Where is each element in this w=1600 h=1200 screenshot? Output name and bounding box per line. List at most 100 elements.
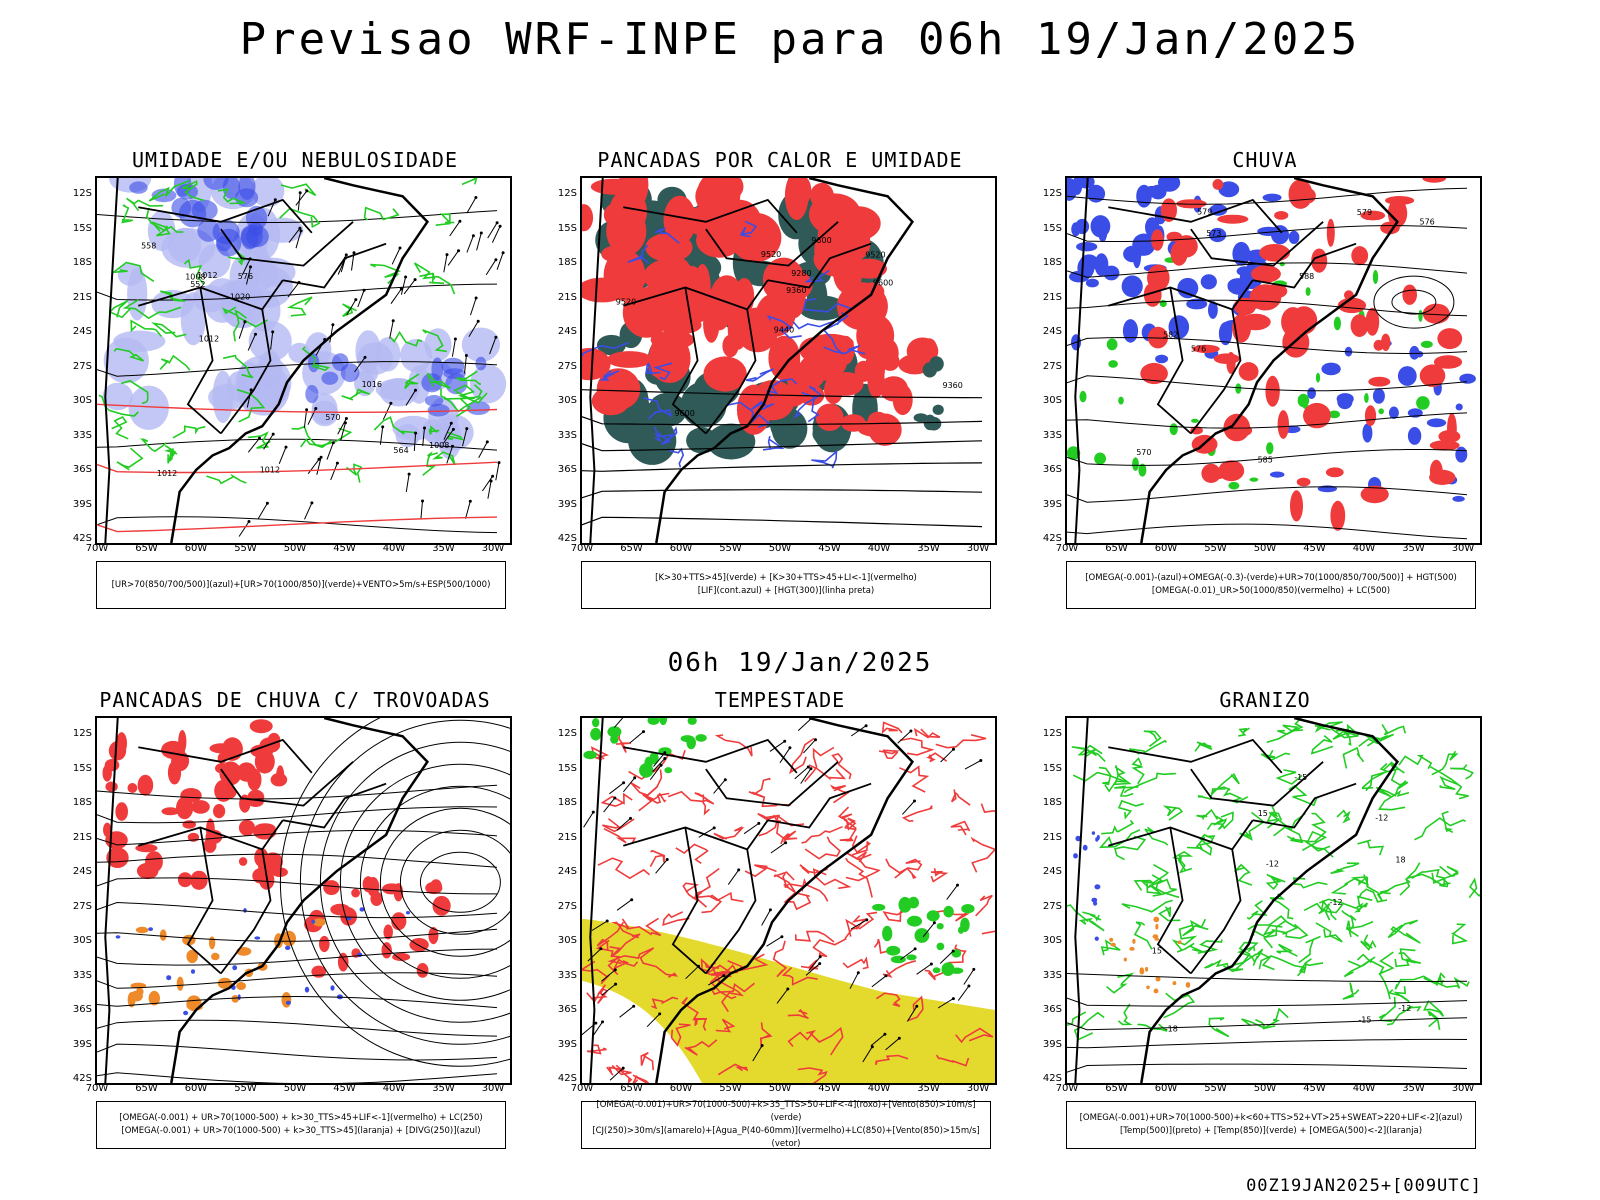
wind-vector bbox=[449, 220, 461, 237]
map-pancadas[interactable]: 9600 9600 9520 9520 9440 9360 9280 9360 9600 9520 bbox=[580, 176, 997, 545]
field-blob bbox=[1259, 244, 1290, 262]
latitude-tick-label: 15S bbox=[72, 762, 92, 774]
legend-line-1: [K>30+TTS>45](verde) + [K>30+TTS>45+LI<-… bbox=[655, 573, 917, 583]
contour-line bbox=[456, 370, 481, 385]
wind-vector-head bbox=[414, 431, 418, 435]
latitude-axis: 12S 15S 18S 21S 24S 27S 30S 33S 36S 39S 42S bbox=[60, 716, 94, 1086]
map-chuva[interactable]: 588 585 582 579 576 573 570 579 576 bbox=[1065, 176, 1482, 545]
longitude-tick-label: 40W bbox=[867, 543, 891, 554]
legend-line-1: [UR>70(850/700/500)](azul)+[UR>70(1000/8… bbox=[111, 579, 491, 590]
wind-vector bbox=[616, 818, 631, 831]
field-blob bbox=[1098, 222, 1108, 243]
longitude-tick-label: 55W bbox=[719, 543, 742, 554]
wind-vector-head bbox=[389, 401, 393, 405]
wind-vector-head bbox=[663, 751, 667, 755]
field-blob bbox=[886, 945, 901, 956]
contour-line bbox=[684, 1039, 718, 1056]
wind-vector bbox=[964, 760, 982, 770]
field-blob bbox=[922, 362, 937, 378]
contour-line bbox=[222, 306, 240, 342]
country-border bbox=[1108, 738, 1283, 774]
field-blob bbox=[1233, 297, 1257, 316]
panel-title: PANCADAS POR CALOR E UMIDADE bbox=[597, 148, 963, 172]
contour-line bbox=[1222, 787, 1249, 804]
field-blob bbox=[1288, 230, 1300, 244]
wind-vector-head bbox=[331, 441, 335, 445]
wind-vector bbox=[330, 462, 338, 481]
contour-line bbox=[217, 188, 245, 205]
country-border bbox=[220, 761, 354, 807]
field-blob bbox=[203, 178, 229, 190]
wind-vector bbox=[770, 842, 786, 854]
contour-line bbox=[164, 444, 178, 461]
wind-vector bbox=[451, 338, 456, 357]
map-tempestade[interactable] bbox=[580, 716, 997, 1085]
contour-line bbox=[422, 451, 439, 476]
contour-line bbox=[831, 752, 852, 780]
field-blob bbox=[248, 320, 292, 362]
field-blob bbox=[441, 357, 465, 375]
wind-vector-head bbox=[722, 974, 726, 978]
field-blob bbox=[762, 257, 805, 302]
contour-label: 1020 bbox=[230, 292, 250, 301]
country-border bbox=[767, 242, 872, 289]
field-blob bbox=[1094, 884, 1101, 890]
contour-label: 558 bbox=[141, 242, 156, 251]
longitude-tick-label: 45W bbox=[818, 543, 841, 554]
field-blob bbox=[102, 382, 133, 411]
field-blob bbox=[1307, 387, 1316, 399]
field-blob bbox=[115, 935, 121, 939]
map-umidade[interactable]: 1008 1012 1012 1012 1016 1012 1020 576 570 564 558… bbox=[95, 176, 512, 545]
wind-vector-head bbox=[335, 461, 339, 465]
contour-label: 576 bbox=[1420, 218, 1435, 227]
contour-line bbox=[1117, 799, 1144, 820]
field-blob bbox=[1191, 418, 1199, 423]
wind-vector-head bbox=[391, 319, 395, 323]
west-coastline bbox=[1074, 178, 1089, 543]
field-blob bbox=[104, 759, 120, 772]
wind-vector bbox=[939, 950, 954, 964]
field-blob bbox=[1265, 375, 1280, 407]
latitude-tick-label: 21S bbox=[1042, 831, 1062, 843]
wind-vector-head bbox=[474, 296, 478, 300]
contour-line bbox=[717, 1063, 749, 1076]
latitude-tick-label: 21S bbox=[557, 831, 577, 843]
contour-label: 579 bbox=[1197, 208, 1212, 217]
field-blob bbox=[1093, 901, 1098, 906]
contour-label: 9600 bbox=[873, 279, 893, 288]
field-blob bbox=[180, 292, 206, 346]
wind-vector-head bbox=[298, 191, 302, 195]
field-blob bbox=[236, 982, 247, 990]
contour-line bbox=[1246, 900, 1268, 920]
field-blob bbox=[1288, 179, 1313, 209]
contour-line bbox=[1389, 763, 1409, 790]
wind-vector bbox=[465, 501, 471, 519]
wind-vector bbox=[307, 458, 320, 475]
contour-line bbox=[845, 911, 878, 937]
wind-vector bbox=[713, 779, 726, 794]
wind-vector-head bbox=[354, 298, 358, 302]
map-trovoadas[interactable] bbox=[95, 716, 512, 1085]
latitude-tick-label: 21S bbox=[1042, 291, 1062, 303]
contour-line bbox=[654, 227, 680, 244]
contour-line bbox=[1197, 786, 1231, 800]
contour-line bbox=[97, 948, 498, 966]
map-granizo[interactable]: -12 -15 -18 -12 -15 -12 15 15 18 -12 bbox=[1065, 716, 1482, 1085]
panel-pancadas: PANCADAS POR CALOR E UMIDADE 12S 15S 18S 21… bbox=[545, 148, 1015, 648]
contour-line bbox=[1114, 785, 1139, 797]
latitude-tick-label: 39S bbox=[557, 498, 577, 510]
longitude-tick-label: 30W bbox=[1451, 1083, 1475, 1094]
contour-label: 15 bbox=[1258, 809, 1268, 818]
country-border bbox=[220, 221, 354, 267]
field-blob bbox=[231, 995, 239, 1003]
panel-title: TEMPESTADE bbox=[714, 688, 846, 712]
field-blob bbox=[1420, 340, 1433, 348]
contour-line bbox=[1358, 888, 1388, 903]
contour-line bbox=[653, 432, 678, 446]
field-blob bbox=[1082, 844, 1088, 851]
latitude-tick-label: 24S bbox=[1042, 326, 1062, 337]
wind-vector-head bbox=[599, 947, 603, 951]
panel-title: GRANIZO bbox=[1219, 688, 1311, 712]
wind-vector bbox=[303, 409, 308, 428]
field-blob bbox=[1387, 198, 1408, 228]
